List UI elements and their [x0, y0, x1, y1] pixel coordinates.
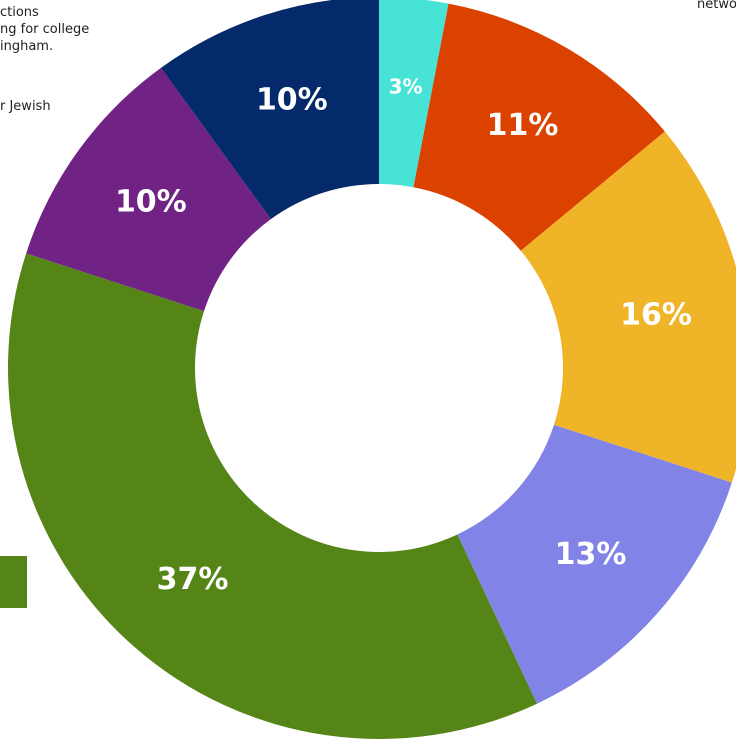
donut-slice: [457, 424, 732, 704]
cropped-text-line: r Jewish: [0, 99, 51, 114]
slice-value-label: 16%: [620, 298, 692, 333]
cropped-text-line: ingham.: [0, 39, 54, 54]
donut-slice: [26, 67, 271, 312]
donut-slice: [520, 131, 736, 483]
cropped-text-top-right: netwo: [697, 0, 736, 12]
legend-swatch: [0, 556, 27, 608]
donut-slice: [7, 253, 537, 740]
donut-value-labels: 3% 11% 16% 13% 37% 10% 10%: [115, 74, 692, 597]
slice-value-label: 13%: [555, 537, 627, 572]
slice-value-label: 10%: [115, 185, 187, 220]
donut-slice: [160, 0, 379, 220]
donut-slices: [7, 0, 736, 740]
cropped-text-line: ctions: [0, 5, 39, 20]
slice-value-label: 11%: [487, 108, 559, 143]
slice-value-label: 3%: [389, 74, 423, 98]
cropped-text-line: ng for college: [0, 22, 90, 37]
donut-slice: [379, 0, 449, 188]
slice-value-label: 37%: [157, 562, 229, 597]
donut-slice: [413, 3, 665, 251]
slice-value-label: 10%: [256, 82, 328, 117]
